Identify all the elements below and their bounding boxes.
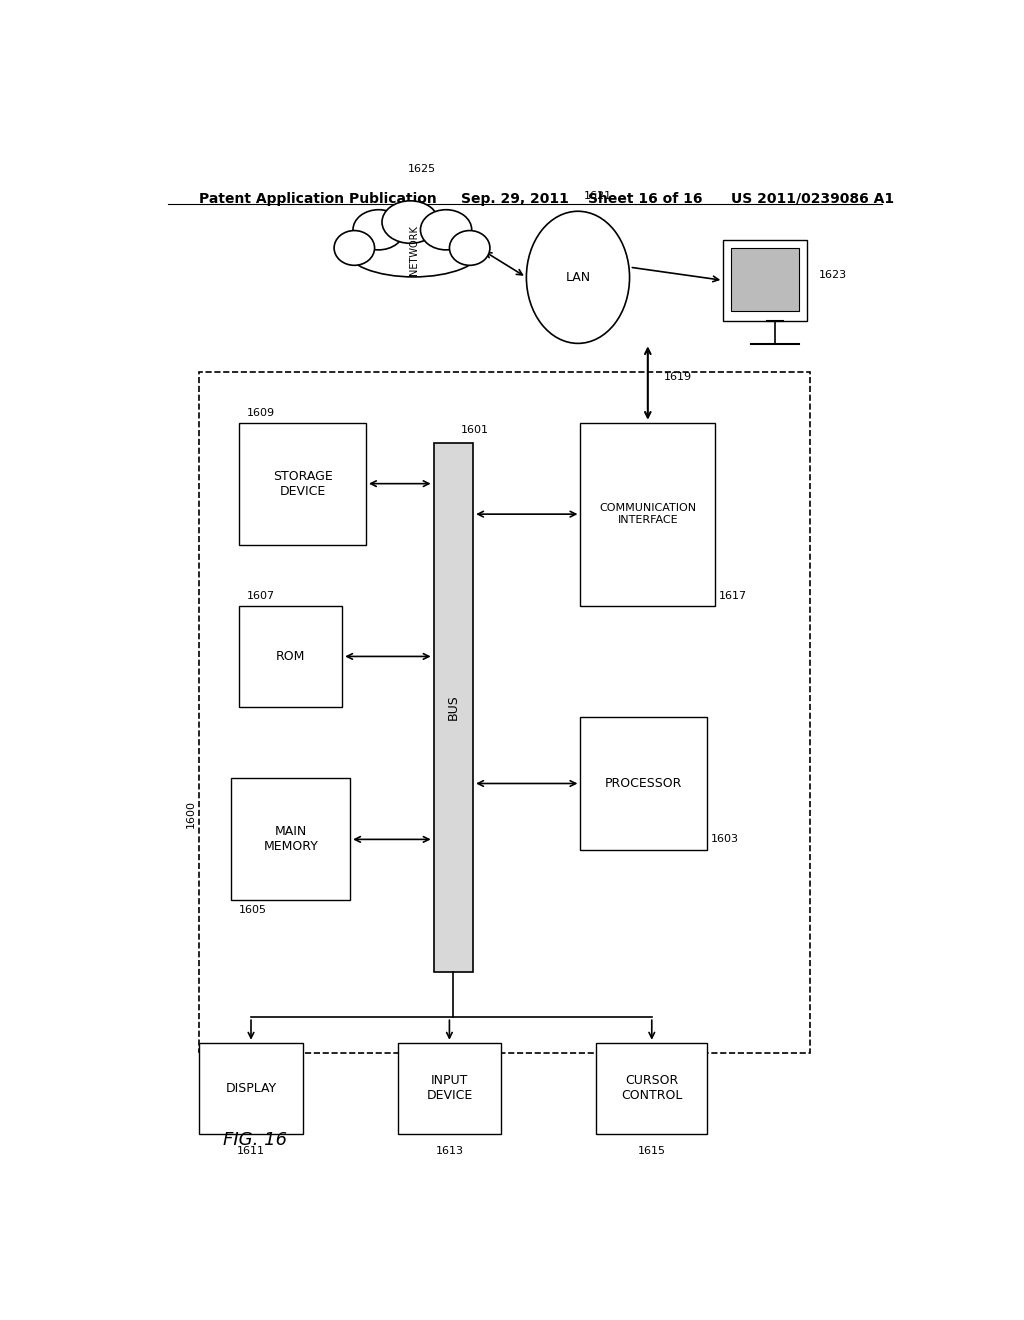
Text: LAN: LAN: [565, 271, 591, 284]
Text: NETWORK: NETWORK: [409, 224, 419, 275]
FancyBboxPatch shape: [397, 1043, 501, 1134]
FancyBboxPatch shape: [581, 718, 708, 850]
FancyBboxPatch shape: [240, 606, 342, 708]
Text: CURSOR
CONTROL: CURSOR CONTROL: [622, 1074, 682, 1102]
Ellipse shape: [346, 223, 481, 277]
Ellipse shape: [334, 231, 375, 265]
Text: COMMUNICATION
INTERFACE: COMMUNICATION INTERFACE: [599, 503, 696, 525]
Text: DISPLAY: DISPLAY: [225, 1082, 276, 1094]
Text: FIG. 16: FIG. 16: [223, 1131, 288, 1150]
FancyBboxPatch shape: [200, 1043, 303, 1134]
FancyBboxPatch shape: [731, 248, 799, 312]
Text: ROM: ROM: [276, 649, 305, 663]
Ellipse shape: [382, 201, 438, 243]
Text: 1623: 1623: [818, 271, 847, 280]
FancyBboxPatch shape: [231, 779, 350, 900]
Text: 1615: 1615: [638, 1146, 666, 1156]
Text: 1625: 1625: [408, 164, 435, 174]
Text: Sheet 16 of 16: Sheet 16 of 16: [588, 191, 702, 206]
Text: 1617: 1617: [719, 590, 748, 601]
Text: 1613: 1613: [435, 1146, 464, 1156]
FancyBboxPatch shape: [581, 422, 715, 606]
Ellipse shape: [353, 210, 404, 249]
Circle shape: [526, 211, 630, 343]
Text: BUS: BUS: [446, 694, 460, 721]
FancyBboxPatch shape: [596, 1043, 708, 1134]
Text: 1601: 1601: [462, 425, 489, 434]
Text: STORAGE
DEVICE: STORAGE DEVICE: [272, 470, 333, 498]
Ellipse shape: [421, 210, 472, 249]
FancyBboxPatch shape: [240, 422, 367, 545]
Text: 1607: 1607: [247, 590, 275, 601]
FancyBboxPatch shape: [433, 444, 473, 972]
Text: 1609: 1609: [247, 408, 275, 417]
Text: 1619: 1619: [664, 372, 692, 381]
Text: 1621: 1621: [584, 191, 612, 201]
Text: US 2011/0239086 A1: US 2011/0239086 A1: [731, 191, 894, 206]
Text: Patent Application Publication: Patent Application Publication: [200, 191, 437, 206]
Text: INPUT
DEVICE: INPUT DEVICE: [426, 1074, 472, 1102]
Text: Sep. 29, 2011: Sep. 29, 2011: [461, 191, 569, 206]
Ellipse shape: [450, 231, 489, 265]
Text: 1605: 1605: [240, 906, 267, 916]
Text: PROCESSOR: PROCESSOR: [605, 777, 683, 789]
Text: 1611: 1611: [237, 1146, 265, 1156]
Text: 1600: 1600: [185, 800, 196, 829]
FancyBboxPatch shape: [723, 240, 807, 321]
Text: MAIN
MEMORY: MAIN MEMORY: [263, 825, 318, 854]
Text: 1603: 1603: [712, 834, 739, 845]
